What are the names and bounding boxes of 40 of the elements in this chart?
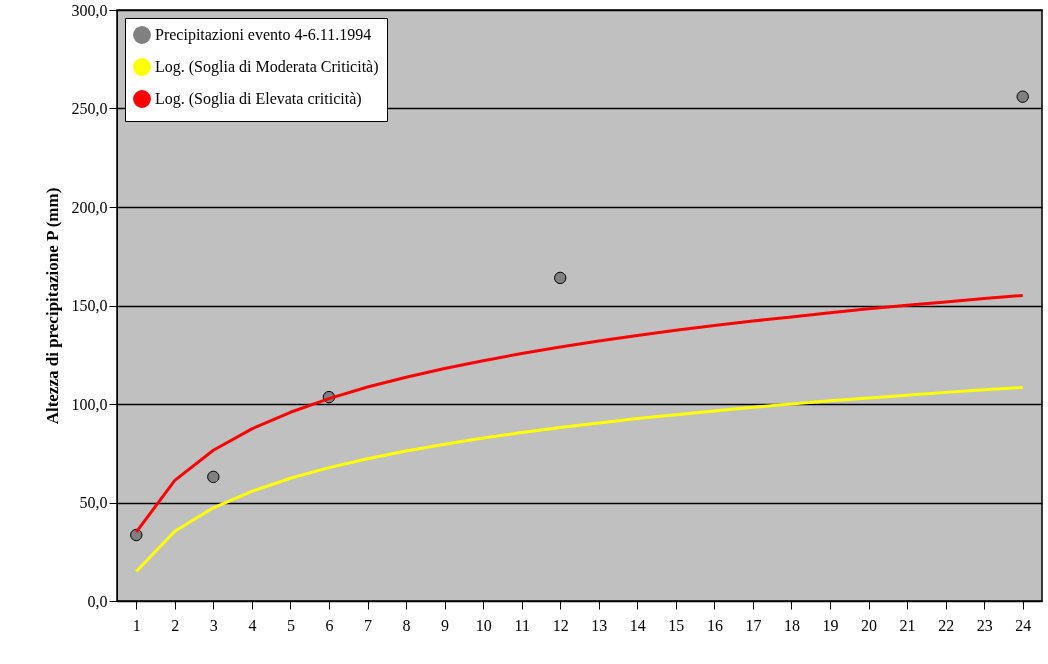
x-tick-label: 8: [402, 616, 411, 634]
y-tick-label: 200,0: [71, 198, 108, 216]
y-tick-label: 300,0: [71, 1, 108, 19]
x-tick-label: 3: [209, 616, 218, 634]
x-tick-label: 7: [364, 616, 373, 634]
y-tick-label: 50,0: [79, 494, 108, 511]
x-tick-label: 12: [552, 616, 569, 634]
x-tick-label: 11: [514, 616, 530, 634]
y-axis-title: Altezza di precipitazione P (mm): [42, 187, 62, 425]
x-tick-label: 18: [783, 616, 800, 634]
x-tick-label: 13: [591, 616, 608, 634]
x-tick-label: 10: [475, 616, 492, 634]
x-tick-label: 14: [629, 616, 646, 634]
legend-label: Log. (Soglia di Moderata Criticità): [155, 58, 379, 76]
point: [207, 470, 220, 484]
x-tick-label: 24: [1015, 616, 1032, 634]
y-tick-label: 150,0: [71, 297, 108, 314]
y-tick-label: 0,0: [87, 592, 108, 610]
x-tick-label: 20: [861, 616, 878, 634]
x-tick-label: 1: [132, 616, 141, 634]
x-tick-label: 4: [248, 616, 257, 634]
legend-label: Log. (Soglia di Elevata criticità): [155, 90, 362, 108]
x-tick-label: 16: [706, 616, 723, 634]
legend-label: Precipitazioni evento 4-6.11.1994: [155, 26, 372, 44]
x-tick-label: 2: [171, 616, 180, 634]
x-tick-label: 9: [441, 616, 450, 634]
line-series: [134, 385, 1025, 573]
x-tick-label: 21: [899, 616, 916, 634]
point: [554, 271, 567, 285]
point: [1016, 90, 1029, 103]
x-tick-label: 19: [822, 616, 839, 634]
point: [130, 528, 143, 542]
x-tick-label: 22: [938, 616, 955, 634]
x-tick-label: 15: [668, 616, 685, 634]
y-tick-label: 250,0: [71, 100, 108, 117]
y-tick-label: 100,0: [71, 395, 108, 413]
x-tick-label: 17: [745, 616, 762, 634]
x-tick-label: 23: [976, 616, 993, 634]
x-tick-label: 5: [286, 616, 295, 634]
x-tick-label: 6: [325, 616, 334, 634]
